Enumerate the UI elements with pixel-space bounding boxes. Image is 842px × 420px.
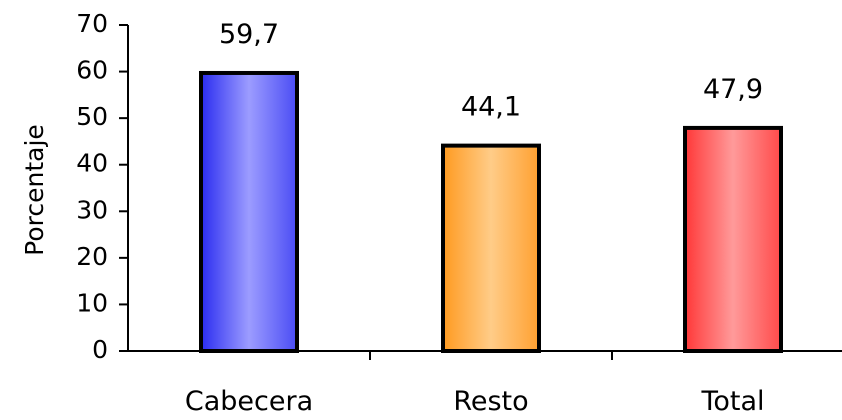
y-tick-label: 40 <box>76 149 108 178</box>
category-label-total: Total <box>700 386 764 417</box>
data-label-total: 47,9 <box>703 74 763 105</box>
bar-cabecera <box>199 70 299 354</box>
x-ticks <box>369 351 613 360</box>
bar-resto <box>441 143 541 353</box>
y-tick-label: 70 <box>76 9 108 38</box>
y-tick-label: 10 <box>76 288 108 317</box>
bar-total <box>683 125 783 354</box>
data-labels: 59,7 44,1 47,9 <box>219 19 763 123</box>
category-label-resto: Resto <box>453 386 528 417</box>
category-labels: Cabecera Resto Total <box>185 386 765 417</box>
category-label-cabecera: Cabecera <box>185 386 313 417</box>
y-tick-label: 30 <box>76 195 108 224</box>
y-tick-label: 60 <box>76 56 108 85</box>
data-label-resto: 44,1 <box>461 92 521 123</box>
y-tick-label: 20 <box>76 242 108 271</box>
y-axis-title: Porcentaje <box>20 124 49 256</box>
y-ticks: 0 10 20 30 40 50 60 70 <box>76 9 128 364</box>
bars <box>199 70 783 354</box>
y-tick-label: 0 <box>92 335 108 364</box>
y-tick-label: 50 <box>76 102 108 131</box>
data-label-cabecera: 59,7 <box>219 19 279 50</box>
